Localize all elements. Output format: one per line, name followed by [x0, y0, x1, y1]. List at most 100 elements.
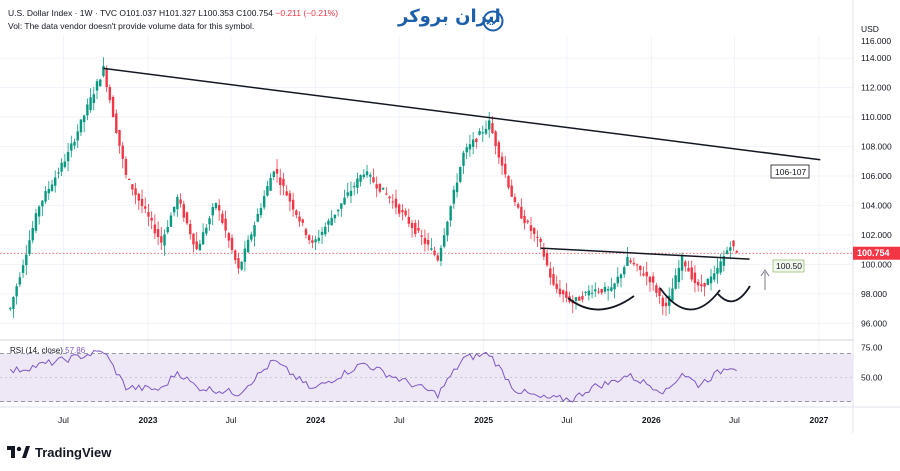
candle-body [327, 220, 330, 225]
candle-body [60, 162, 63, 172]
candle-body [343, 197, 346, 205]
candle-body [295, 210, 298, 216]
target-label-box[interactable] [770, 164, 810, 179]
rsi-axis: 75.00 50.00 [861, 343, 883, 383]
candle-body [66, 151, 70, 162]
candle-body [262, 196, 266, 208]
candle-body [619, 274, 623, 279]
candle-body [381, 187, 385, 190]
price-change: −0.211 (−0.21%) [275, 8, 339, 18]
price-tick-partial: 116.000 [861, 36, 891, 46]
tradingview-logo-text: TradingView [35, 444, 112, 460]
price-tick-label: 104.000 [861, 200, 892, 210]
price-tick-label: 106.000 [861, 171, 892, 181]
candle-body [9, 308, 12, 310]
candle-body [504, 163, 507, 175]
candle-body [89, 97, 92, 111]
trendline-neckline [540, 247, 750, 260]
candle-body [529, 225, 533, 231]
candle-body [54, 177, 57, 186]
candle-body [420, 235, 423, 237]
candle-body [465, 147, 468, 153]
last-price-badge [853, 246, 900, 260]
price-tick-label: 102.000 [861, 230, 892, 240]
candle-body [217, 205, 221, 211]
candle-body [201, 232, 205, 245]
candle-body [410, 223, 414, 229]
time-tick-label: Jul [561, 415, 572, 425]
candle-body [237, 258, 240, 269]
candle-body [99, 79, 102, 87]
candle-body [735, 251, 738, 253]
candle-body [195, 241, 198, 250]
price-tick-label: 112.000 [861, 83, 891, 93]
trendline-resistance [103, 67, 821, 161]
candle-body [150, 217, 153, 221]
candle-body [279, 177, 282, 186]
candle-body [449, 206, 452, 221]
candle-body [475, 138, 478, 143]
candle-body [375, 184, 378, 189]
candle-body [459, 167, 462, 182]
candle-body [696, 281, 700, 286]
candle-body [163, 234, 166, 246]
price-tick-label: 96.000 [861, 318, 887, 328]
neckline-label-box[interactable] [772, 259, 805, 273]
currency-label: USD [861, 24, 879, 34]
candle-body [176, 196, 179, 210]
candle-body [561, 290, 565, 295]
candle-body [111, 96, 115, 118]
candle-body [275, 169, 279, 174]
candle-body [224, 218, 227, 231]
candle-body [333, 214, 337, 219]
candle-body [455, 182, 459, 193]
candle-body [452, 189, 456, 204]
candle-body [282, 178, 285, 186]
candle-body [629, 260, 632, 263]
candle-body [597, 291, 600, 293]
candle-body [658, 288, 661, 296]
target-label: 106-107 [775, 167, 806, 177]
tradingview-logo[interactable]: TradingView [6, 442, 111, 462]
candle-body [578, 296, 581, 301]
candle-body [63, 161, 67, 168]
time-axis: Jul 2023 Jul 2024 Jul 2025 Jul 2026 Jul 2027 [58, 415, 829, 425]
volume-note: Vol: The data vendor doesn't provide vol… [8, 21, 255, 31]
last-price-value: 100.754 [857, 248, 890, 258]
candle-body [272, 171, 276, 177]
ohlc-close: C100.754 [236, 8, 273, 18]
candle-body [86, 104, 89, 116]
candle-body [285, 191, 288, 196]
candle-body [397, 204, 401, 214]
candle-body [121, 145, 124, 159]
candle-body [655, 285, 658, 293]
candle-body [372, 177, 375, 183]
candle-body [516, 204, 520, 208]
rsi-value: 57.86 [65, 346, 86, 355]
candle-body [478, 130, 481, 135]
candle-body [407, 216, 411, 224]
candle-body [240, 261, 243, 270]
candle-body [590, 292, 594, 294]
rsi-line [9, 350, 737, 403]
candle-body [356, 178, 359, 188]
drawn-trendlines[interactable] [103, 67, 821, 260]
candle-body [102, 65, 105, 76]
candle-body [304, 229, 308, 236]
candle-body [134, 188, 137, 195]
candle-body [320, 231, 324, 236]
candle-body [639, 265, 642, 271]
candle-body [713, 273, 716, 280]
candle-body [671, 288, 674, 301]
candle-body [645, 271, 648, 277]
candle-body [108, 86, 112, 101]
time-tick-label: Jul [729, 415, 740, 425]
candle-body [179, 199, 182, 204]
rsi-label: RSI (14, close) 57.86 [10, 346, 85, 355]
candle-body [417, 227, 420, 231]
candle-body [12, 297, 15, 309]
candle-body [661, 297, 664, 307]
candle-body [205, 227, 208, 234]
candle-body [462, 152, 465, 166]
